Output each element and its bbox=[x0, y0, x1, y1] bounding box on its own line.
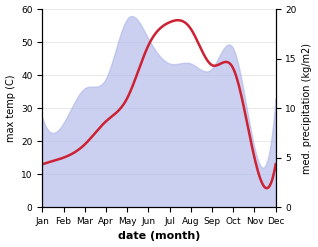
Y-axis label: max temp (C): max temp (C) bbox=[5, 74, 16, 142]
X-axis label: date (month): date (month) bbox=[118, 231, 200, 242]
Y-axis label: med. precipitation (kg/m2): med. precipitation (kg/m2) bbox=[302, 43, 313, 174]
